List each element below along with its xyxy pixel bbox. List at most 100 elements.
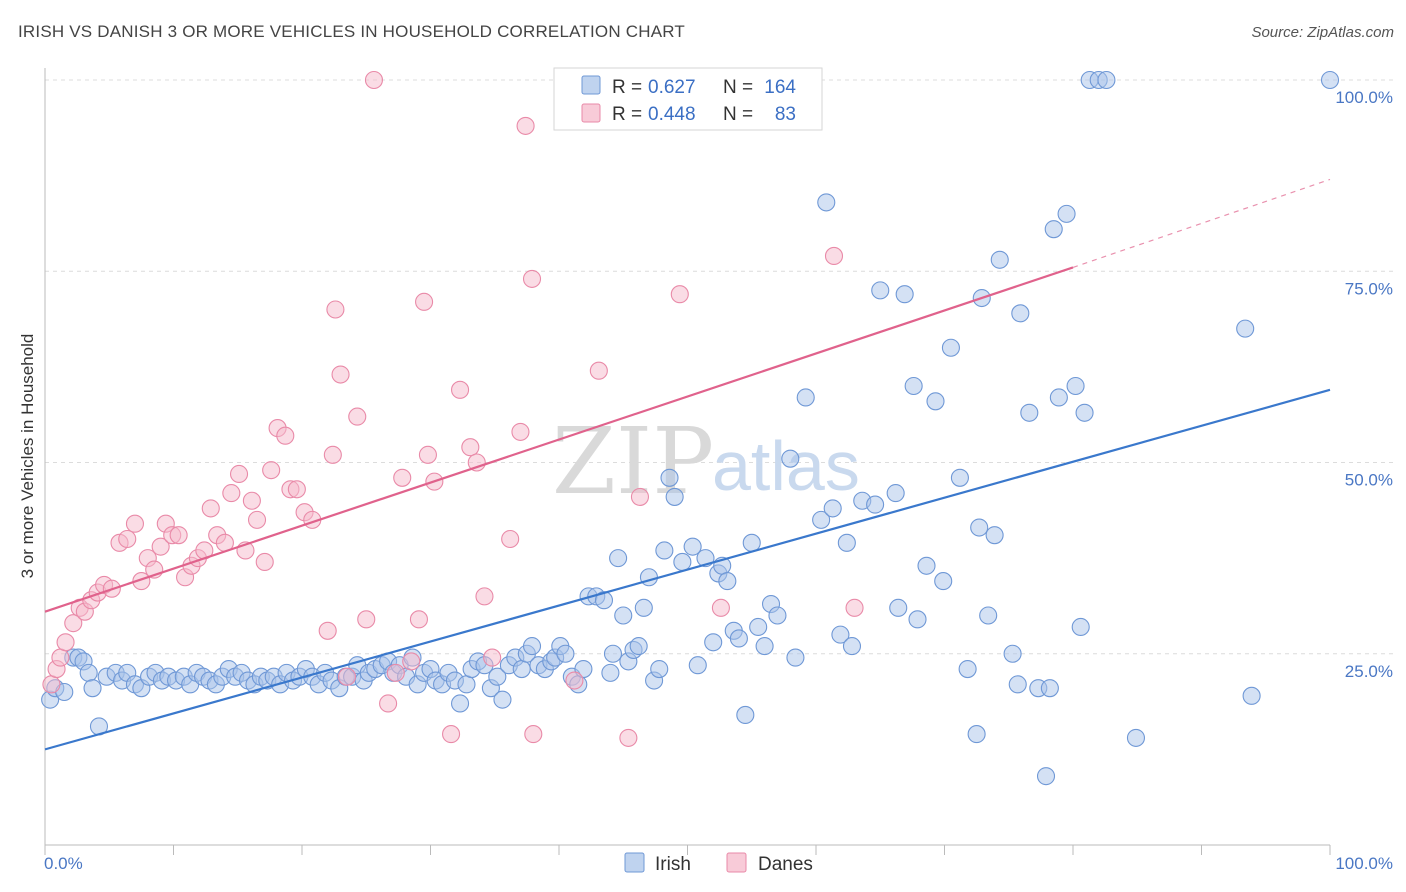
danes-trend-line: [44, 266, 1074, 613]
irish-point-165: [1236, 319, 1255, 338]
danes-point-50: [386, 663, 405, 682]
danes-point-69: [589, 361, 608, 380]
irish-point-135: [908, 610, 927, 629]
danes-point-64: [511, 422, 530, 441]
irish-point-100: [655, 541, 674, 560]
irish-point-143: [970, 518, 989, 537]
x-tick-min: 0.0%: [44, 854, 83, 873]
legend-swatch-irish: [581, 75, 601, 95]
irish-point-166: [1242, 686, 1261, 705]
irish-point-133: [895, 285, 914, 304]
irish-point-6: [79, 663, 98, 682]
source-label: Source: ZipAtlas.com: [1251, 24, 1394, 41]
danes-point-68: [565, 671, 584, 690]
danes-point-31: [242, 491, 261, 510]
axes: [44, 68, 1331, 855]
danes-point-0: [42, 675, 61, 694]
danes-point-4: [64, 614, 83, 633]
irish-point-137: [926, 392, 945, 411]
irish-point-76: [522, 637, 542, 656]
irish-point-118: [768, 606, 787, 625]
irish-point-95: [629, 637, 648, 656]
danes-point-32: [247, 510, 267, 529]
irish-point-164: [1126, 728, 1146, 747]
danes-point-34: [262, 461, 281, 480]
danes-point-76: [845, 598, 864, 617]
irish-point-149: [1008, 675, 1027, 694]
irish-point-140: [950, 468, 969, 487]
irish-point-132: [889, 598, 908, 617]
irish-point-138: [934, 572, 953, 591]
irish-point-74: [512, 659, 531, 679]
irish-point-151: [1020, 403, 1039, 422]
irish-point-114: [742, 533, 761, 552]
y-tick-labels: 25.0% 50.0% 75.0% 100.0%: [1335, 88, 1393, 681]
y-tick-label-2: 75.0%: [1345, 279, 1393, 298]
bottom-legend-swatch-irish: [624, 852, 645, 873]
danes-point-43: [326, 300, 345, 319]
danes-point-3: [56, 633, 75, 652]
irish-point-70: [488, 667, 507, 686]
danes-point-44: [331, 365, 350, 384]
irish-point-119: [781, 449, 800, 468]
danes-point-45: [337, 667, 357, 686]
bottom-legend-label-danes: Danes: [758, 854, 813, 875]
legend-r-label-irish: R =: [612, 77, 642, 98]
irish-point-89: [601, 663, 620, 682]
danes-point-2: [51, 648, 70, 667]
danes-point-42: [323, 445, 342, 464]
danes-point-51: [393, 468, 412, 487]
irish-points: [41, 70, 1340, 786]
irish-point-141: [958, 659, 977, 679]
legend-n-value-irish: 164: [764, 77, 796, 98]
trend-lines: [44, 178, 1331, 751]
irish-point-156: [1049, 388, 1068, 407]
irish-point-157: [1057, 204, 1076, 223]
danes-point-48: [364, 70, 384, 90]
danes-point-75: [824, 246, 844, 265]
legend-r-label-danes: R =: [612, 104, 642, 125]
irish-point-155: [1044, 220, 1063, 239]
irish-point-120: [786, 648, 805, 667]
irish-point-131: [886, 484, 905, 503]
y-tick-label-0: 25.0%: [1345, 662, 1393, 681]
danes-point-47: [357, 610, 376, 629]
irish-point-126: [837, 533, 856, 552]
irish-point-124: [823, 499, 842, 518]
irish-point-167: [1320, 70, 1340, 90]
irish-point-107: [704, 633, 723, 652]
danes-point-25: [201, 499, 220, 518]
bottom-legend-swatch-danes: [726, 852, 747, 873]
danes-point-59: [461, 438, 480, 457]
irish-point-102: [665, 487, 684, 506]
danes-point-28: [222, 484, 241, 503]
irish-point-136: [917, 556, 936, 575]
irish-point-99: [650, 659, 669, 679]
irish-point-101: [660, 468, 679, 487]
irish-point-104: [683, 537, 702, 556]
irish-point-127: [842, 637, 862, 656]
irish-point-147: [990, 250, 1009, 269]
danes-point-63: [501, 529, 520, 549]
irish-point-116: [755, 637, 774, 656]
danes-point-12: [118, 529, 137, 549]
irish-point-64: [451, 694, 470, 713]
irish-point-65: [457, 675, 476, 694]
danes-point-54: [415, 292, 434, 311]
irish-point-103: [673, 552, 692, 572]
irish-point-115: [749, 617, 768, 637]
x-tick-max: 100.0%: [1335, 854, 1393, 873]
y-tick-label-1: 50.0%: [1345, 471, 1393, 490]
irish-point-142: [967, 725, 986, 744]
irish-point-150: [1011, 304, 1030, 323]
irish-point-92: [614, 606, 633, 625]
irish-point-146: [985, 526, 1004, 545]
irish-point-134: [904, 376, 923, 396]
danes-point-58: [451, 380, 470, 399]
danes-point-49: [379, 694, 398, 713]
irish-point-71: [493, 690, 512, 709]
irish-point-153: [1036, 767, 1056, 786]
irish-point-125: [831, 625, 850, 644]
danes-point-72: [670, 285, 689, 304]
